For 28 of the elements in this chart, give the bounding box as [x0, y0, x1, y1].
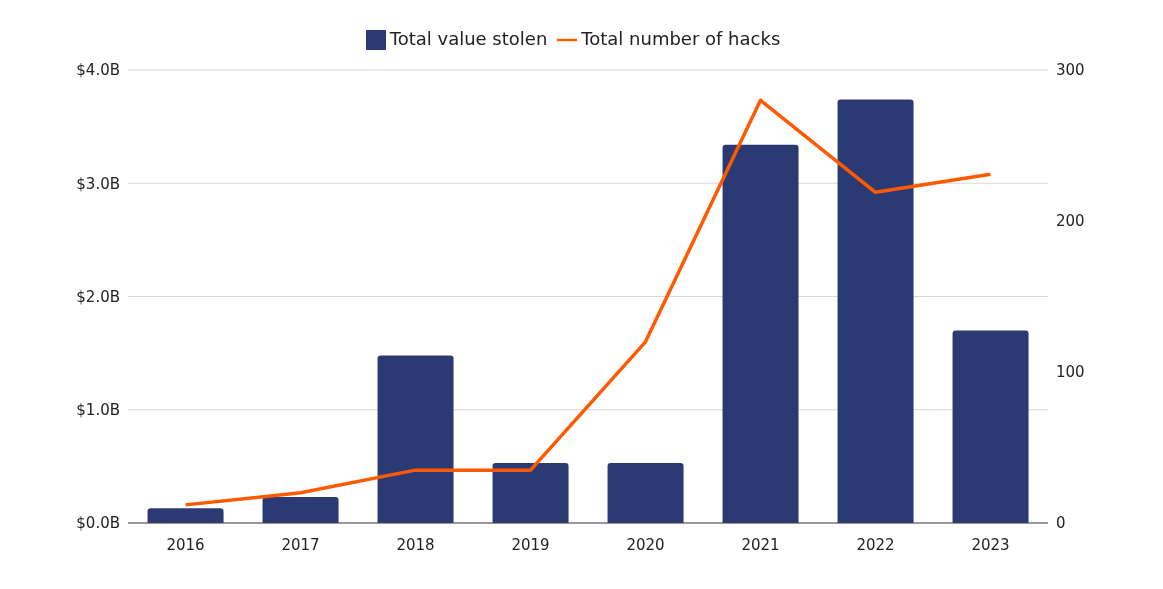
x-tick-label: 2021	[741, 535, 780, 554]
line-series	[183, 98, 993, 507]
x-tick-label: 2017	[281, 535, 320, 554]
legend-label: Total number of hacks	[581, 28, 781, 49]
y-tick-label: $3.0B	[76, 174, 120, 193]
x-tick-label: 2022	[856, 535, 895, 554]
y2-tick-label: 0	[1056, 514, 1066, 533]
y-tick-label: $2.0B	[76, 287, 120, 306]
x-tick-label: 2018	[396, 535, 435, 554]
bar	[262, 496, 339, 523]
y2-tick-label: 300	[1056, 61, 1085, 80]
bar	[607, 462, 684, 523]
legend-label: Total value stolen	[389, 28, 548, 49]
bar	[722, 144, 799, 523]
y2-tick-label: 200	[1056, 212, 1085, 231]
bar	[952, 330, 1029, 523]
y-tick-label: $1.0B	[76, 401, 120, 420]
bar	[377, 355, 454, 523]
bar	[837, 99, 914, 523]
x-tick-label: 2020	[626, 535, 665, 554]
bar	[492, 462, 569, 523]
x-tick-label: 2023	[971, 535, 1010, 554]
x-tick-label: 2019	[511, 535, 550, 554]
bar	[147, 508, 224, 523]
x-tick-label: 2016	[166, 535, 205, 554]
y-tick-label: $4.0B	[76, 61, 120, 80]
y-tick-label: $0.0B	[76, 514, 120, 533]
y2-tick-label: 100	[1056, 363, 1085, 382]
